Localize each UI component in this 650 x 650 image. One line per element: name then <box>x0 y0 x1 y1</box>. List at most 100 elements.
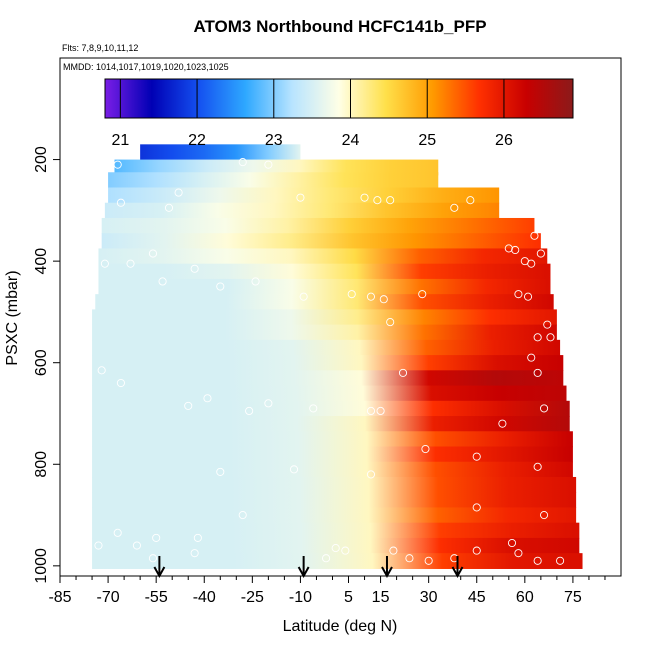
x-tick-label: -85 <box>48 589 71 606</box>
sample-point <box>514 290 523 299</box>
sample-point <box>158 277 167 286</box>
sample-point <box>174 188 183 197</box>
heatmap-band <box>108 172 439 189</box>
sample-point <box>216 282 225 291</box>
sample-point <box>376 406 385 416</box>
sample-point <box>450 203 459 212</box>
y-tick-label: 400 <box>33 248 50 275</box>
y-tick-label: 1000 <box>33 548 50 584</box>
sample-point <box>514 549 523 558</box>
sample-point <box>536 249 545 258</box>
heatmap-band <box>92 324 557 341</box>
sample-point <box>366 292 376 301</box>
colorbar-tick-label: 24 <box>342 132 360 149</box>
heatmap-band <box>114 159 439 176</box>
x-tick-label: 60 <box>516 589 534 606</box>
heatmap-band <box>92 400 570 417</box>
heatmap-band <box>92 355 564 371</box>
heatmap-band <box>95 294 554 310</box>
heatmap-band <box>101 217 535 234</box>
x-tick-label: 5 <box>344 589 353 606</box>
colorbar-tick-label: 23 <box>265 132 283 149</box>
sample-point <box>264 160 273 169</box>
heatmap-band <box>98 248 548 265</box>
sample-point <box>203 394 212 403</box>
heatmap-band <box>101 233 541 250</box>
arrow-marker <box>381 556 393 579</box>
sample-point <box>379 295 388 304</box>
sample-point <box>264 399 273 408</box>
x-tick-label: 45 <box>468 589 486 606</box>
sample-point <box>498 419 507 428</box>
sample-point <box>472 503 481 512</box>
sample-point <box>164 203 174 212</box>
sample-point <box>116 198 125 207</box>
chart-title: ATOM3 Northbound HCFC141b_PFP <box>193 17 486 36</box>
sample-point <box>341 546 350 555</box>
y-tick-label: 200 <box>33 146 50 173</box>
x-tick-label: -40 <box>193 589 216 606</box>
sample-point <box>556 259 565 268</box>
x-axis-label: Latitude (deg N) <box>283 618 398 635</box>
sample-point <box>322 554 331 563</box>
heatmap-band <box>92 339 561 356</box>
sample-point <box>533 462 542 471</box>
sample-point <box>238 158 247 167</box>
sample-point <box>193 533 202 542</box>
heatmap-band <box>98 263 551 280</box>
y-axis: 200 400 600 800 1000 <box>33 146 60 584</box>
heatmap-band <box>92 537 580 554</box>
sample-point <box>94 541 103 550</box>
sample-point <box>100 259 109 268</box>
sample-point <box>190 264 199 273</box>
sample-point <box>418 290 427 299</box>
colorbar-tick-label: 22 <box>188 132 206 149</box>
heatmap-band <box>92 522 580 539</box>
sample-point <box>546 333 555 342</box>
sample-point <box>245 406 254 416</box>
sample-point <box>536 224 545 233</box>
sample-point <box>289 465 299 474</box>
y-tick-label: 800 <box>33 451 50 478</box>
sample-point <box>216 467 225 476</box>
heatmap-band <box>104 202 500 219</box>
sample-point <box>113 528 122 537</box>
arrow-marker <box>297 556 310 579</box>
sample-point <box>540 511 549 520</box>
sample-point <box>132 541 141 550</box>
heatmap-band <box>92 446 573 463</box>
sample-point <box>296 193 305 202</box>
sample-point <box>113 160 122 169</box>
sample-point <box>373 196 382 205</box>
dates-label: MMDD: 1014,1017,1019,1020,1023,1025 <box>63 62 229 72</box>
sample-point <box>527 259 536 268</box>
heatmap-band <box>92 416 570 432</box>
sample-point <box>511 245 520 255</box>
colorbar-gradient <box>104 78 574 119</box>
sample-point <box>347 290 356 299</box>
heatmap-cells <box>92 144 583 569</box>
sample-point <box>533 556 542 565</box>
heatmap-band <box>92 492 577 509</box>
y-axis-label: PSXC (mbar) <box>4 270 21 365</box>
y-tick-label: 600 <box>33 349 50 376</box>
sample-point <box>523 292 533 301</box>
heatmap-band <box>92 476 577 493</box>
heatmap-band <box>92 431 573 448</box>
flights-label: Flts: 7,8,9,10,11,12 <box>62 43 138 53</box>
x-tick-label: 15 <box>372 589 390 606</box>
sample-point <box>466 196 475 205</box>
sample-point <box>556 556 565 565</box>
heatmap-band <box>92 370 564 387</box>
heatmap-band <box>92 385 567 402</box>
sample-markers <box>94 158 565 565</box>
plot-frame <box>59 57 622 577</box>
sample-point <box>126 259 135 268</box>
sample-point <box>360 193 369 202</box>
sample-point <box>238 511 247 520</box>
x-tick-label: 75 <box>564 589 582 606</box>
sample-point <box>97 366 106 375</box>
x-tick-label: 30 <box>420 589 438 606</box>
sample-point <box>504 244 513 253</box>
